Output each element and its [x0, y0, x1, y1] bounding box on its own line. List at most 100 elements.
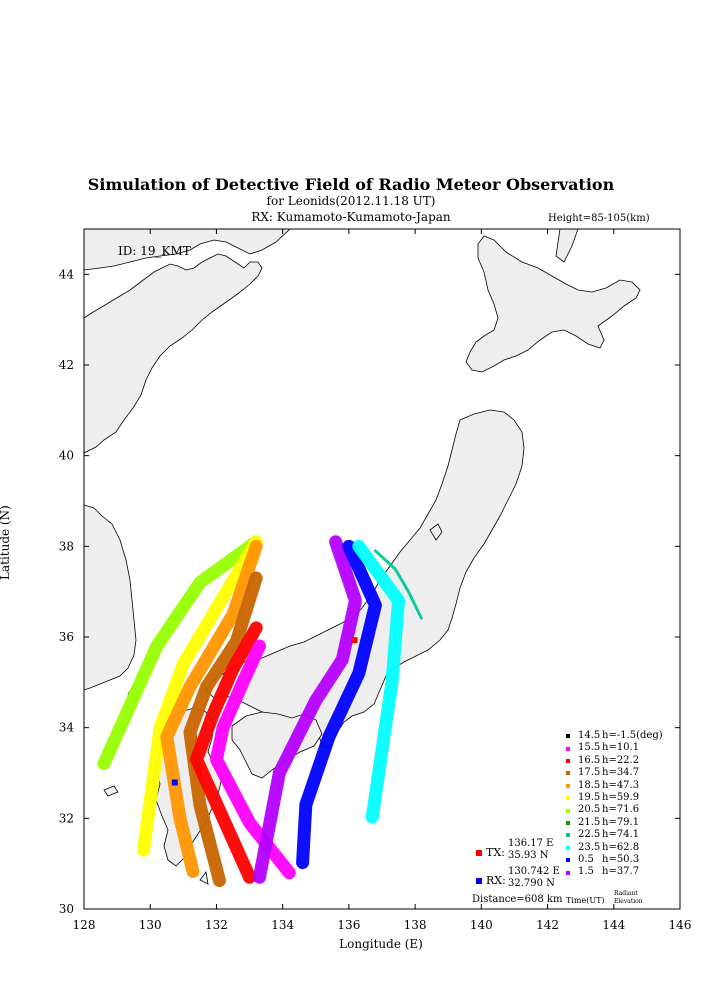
legend-swatch — [566, 833, 570, 838]
swath-22_5 — [373, 549, 424, 621]
y-tick-label: 42 — [59, 358, 74, 372]
rx-coords: 130.742 E 32.790 N — [508, 866, 560, 890]
x-tick-label: 130 — [139, 918, 162, 932]
legend-row: 17.5 h=34.7 — [566, 767, 663, 779]
legend-swatch — [566, 759, 570, 764]
x-tick-label: 146 — [669, 918, 692, 932]
tx-lon: 136.17 E — [508, 838, 554, 849]
legend-row: 19.5 h=59.9 — [566, 792, 663, 804]
radiant-label: Radiant — [614, 890, 638, 897]
legend-swatch — [566, 734, 570, 739]
legend-elevation: h=47.3 — [602, 779, 640, 791]
rx-legend-swatch — [476, 878, 482, 884]
legend-swatch — [566, 858, 570, 863]
legend-row: 16.5 h=22.2 — [566, 755, 663, 767]
y-tick-label: 44 — [59, 267, 75, 281]
y-tick-label: 32 — [59, 811, 74, 825]
legend-elevation: h=34.7 — [602, 767, 640, 779]
legend-elevation: h=59.9 — [602, 792, 640, 804]
elevation-label: Elevation — [614, 898, 643, 905]
swath-1_5 — [252, 535, 363, 884]
tx-marker — [351, 637, 358, 644]
figure-subtitle: for Leonids(2012.11.18 UT) — [266, 194, 436, 208]
legend-elevation: h=-1.5(deg) — [602, 730, 663, 741]
tx-label: TX: — [486, 846, 505, 859]
tx-legend-swatch — [476, 850, 482, 856]
x-tick-label: 142 — [536, 918, 559, 932]
x-axis-title: Longitude (E) — [339, 937, 423, 951]
swath-17_5 — [183, 571, 263, 889]
legend-time: 18.5 — [578, 779, 601, 791]
legend-row: 15.5 h=10.1 — [566, 742, 663, 754]
legend-time: 21.5 — [578, 816, 601, 828]
legend-elevation: h=62.8 — [602, 841, 640, 853]
legend-row: 14.5 h=-1.5(deg) — [566, 730, 663, 742]
y-tick-label: 40 — [59, 449, 74, 463]
legend-row: 18.5 h=47.3 — [566, 780, 663, 792]
station-id-label: ID: 19_KMT — [118, 244, 191, 258]
y-tick-label: 34 — [59, 721, 75, 735]
legend-time: 14.5 — [578, 730, 601, 741]
swath-16_5 — [190, 621, 263, 884]
land-russia-coast — [84, 229, 291, 271]
rx-marker — [171, 779, 178, 786]
tx-coords: 136.17 E 35.93 N — [508, 838, 553, 862]
y-tick-label: 30 — [59, 902, 74, 916]
legend-elevation: h=22.2 — [602, 754, 640, 766]
receiver-title: RX: Kumamoto-Kumamoto-Japan — [251, 210, 451, 224]
legend-time: 1.5 — [578, 866, 594, 878]
legend-time: 23.5 — [578, 841, 601, 853]
x-tick-label: 144 — [602, 918, 625, 932]
rx-lat: 32.790 N — [508, 878, 555, 889]
y-tick-label: 36 — [59, 630, 74, 644]
legend-time: 17.5 — [578, 767, 601, 779]
legend-swatch — [566, 796, 570, 801]
swath-15_5 — [209, 639, 296, 880]
y-axis-title: Latitude (N) — [0, 505, 12, 580]
swath-20_5 — [97, 535, 263, 771]
legend-row: 20.5 h=71.6 — [566, 804, 663, 816]
legend-row: 22.5 h=74.1 — [566, 829, 663, 841]
legend-time: 19.5 — [578, 792, 601, 804]
tx-lat: 35.93 N — [508, 850, 549, 861]
x-tick-label: 138 — [404, 918, 427, 932]
legend-time: 16.5 — [578, 754, 601, 766]
swath-23_5 — [352, 539, 406, 825]
legend-time: 22.5 — [578, 829, 601, 841]
swath-19_5 — [137, 535, 263, 857]
legend-row: 0.5 h=50.3 — [566, 854, 663, 866]
legend-swatch — [566, 808, 570, 813]
x-tick-label: 132 — [205, 918, 228, 932]
legend-row: 21.5 h=79.1 — [566, 817, 663, 829]
legend-swatch — [566, 821, 570, 826]
land-korea — [84, 253, 263, 454]
legend-swatch — [566, 771, 570, 776]
land-tanegashima — [199, 871, 209, 885]
legend-swatch — [566, 783, 570, 788]
land-jeju — [103, 785, 119, 797]
legend-time: 0.5 — [578, 854, 594, 866]
legend-row: 23.5 h=62.8 — [566, 842, 663, 854]
legend-elevation: h=50.3 — [602, 854, 640, 866]
land-sakhalin — [555, 229, 579, 263]
legend-time: 20.5 — [578, 804, 601, 816]
legend-elevation: h=74.1 — [602, 829, 640, 841]
map-frame — [83, 228, 681, 910]
rx-lon: 130.742 E — [508, 866, 560, 877]
x-tick-label: 134 — [271, 918, 294, 932]
legend-swatch — [566, 845, 570, 850]
legend-time: 15.5 — [578, 742, 601, 754]
time-label: Time(UT) — [566, 896, 605, 905]
legend-elevation: h=10.1 — [602, 742, 640, 754]
y-tick-label: 38 — [59, 539, 74, 553]
legend-row: 1.5 h=37.7 — [566, 866, 663, 878]
legend-elevation: h=71.6 — [602, 804, 640, 816]
swath-18_5 — [160, 539, 263, 880]
legend: 14.5 h=-1.5(deg) 15.5 h=10.1 16.5 h=22.2 17.5 h… — [566, 730, 663, 879]
figure-title: Simulation of Detective Field of Radio M… — [87, 175, 615, 194]
land-sado — [429, 523, 443, 541]
x-tick-label: 128 — [73, 918, 96, 932]
legend-swatch — [566, 746, 570, 751]
